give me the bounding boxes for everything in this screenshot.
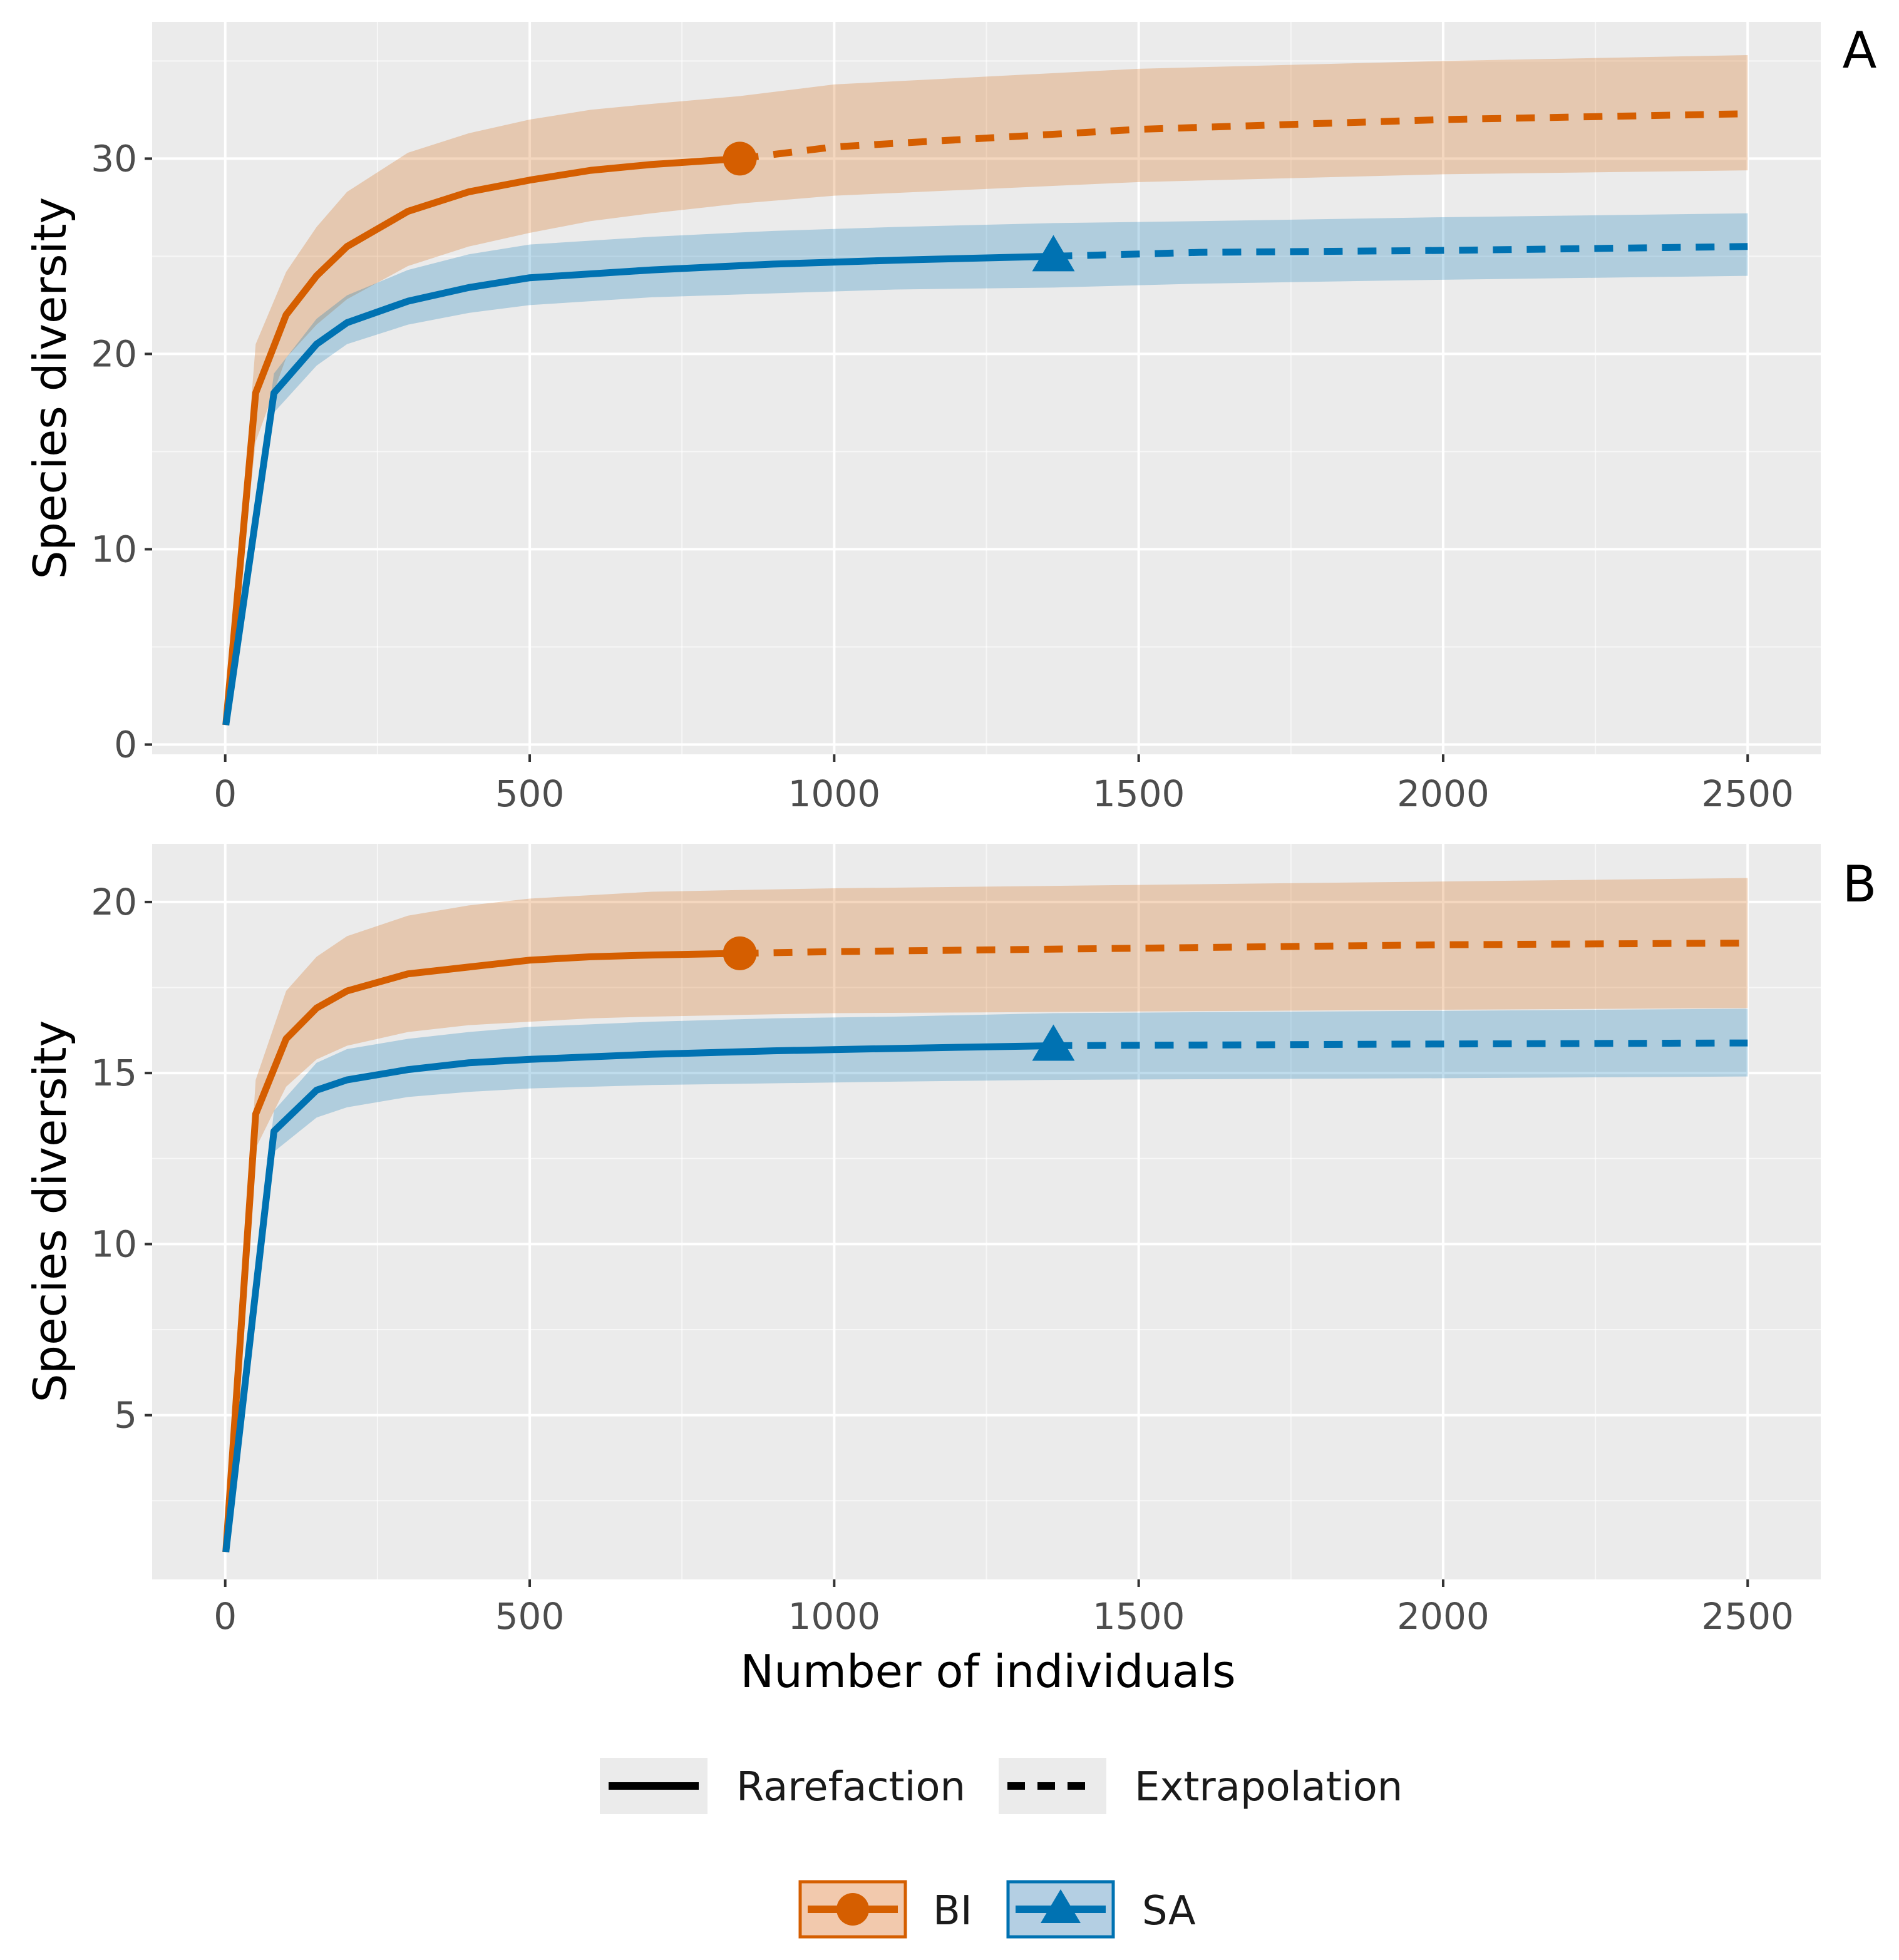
panel-b-sa-extrapolation-line xyxy=(1053,1039,1748,1049)
panel-a-tag: A xyxy=(1843,21,1877,80)
y-tick-label: 30 xyxy=(91,137,137,180)
panel-a: 0 500 1000 1500 2000 2500 0 10 20 30 A Species di… xyxy=(24,21,1877,815)
legend-label-extrapolation: Extrapolation xyxy=(1135,1764,1402,1810)
x-axis-title: Number of individuals xyxy=(740,1645,1235,1698)
x-tick-label: 2000 xyxy=(1397,772,1490,815)
x-tick-label: 1500 xyxy=(1093,772,1185,815)
panel-b-tag: B xyxy=(1843,855,1877,913)
panel-b-y-axis-title: Species diversity xyxy=(24,1020,76,1403)
panel-b-bi-observed-marker xyxy=(723,936,757,970)
panel-a-sa-rarefaction-line xyxy=(222,252,1054,726)
x-tick-label: 500 xyxy=(495,1595,565,1638)
x-tick-label: 1000 xyxy=(788,772,881,815)
y-tick-label: 0 xyxy=(114,723,137,766)
legend-marker-bi xyxy=(836,1893,869,1926)
panel-a-grid xyxy=(152,22,1821,754)
panel-b-sa-confidence-band xyxy=(225,1008,1748,1552)
panel-a-sa-extrapolation-line xyxy=(1053,243,1748,260)
y-tick-label: 10 xyxy=(91,528,137,570)
x-tick-label: 500 xyxy=(495,772,565,815)
panel-a-ticks: 0 500 1000 1500 2000 2500 0 10 20 30 xyxy=(91,137,1794,815)
group-legend: BI SA xyxy=(798,1880,1196,1939)
panel-a-y-axis-title: Species diversity xyxy=(24,197,76,580)
x-tick-label: 2500 xyxy=(1701,772,1794,815)
x-tick-label: 0 xyxy=(214,1595,237,1638)
linetype-legend: Rarefaction Extrapolation xyxy=(600,1758,1402,1814)
panel-a-bi-confidence-band xyxy=(225,55,1748,726)
panel-a-bi-rarefaction-line xyxy=(222,155,740,726)
legend-label-sa: SA xyxy=(1142,1888,1196,1934)
y-tick-label: 15 xyxy=(91,1052,137,1094)
panel-b-sa-observed-marker xyxy=(1032,1024,1075,1061)
panel-a-sa-confidence-band xyxy=(225,213,1748,726)
panel-b-grid xyxy=(152,844,1821,1579)
x-tick-label: 1000 xyxy=(788,1595,881,1638)
y-tick-label: 20 xyxy=(91,332,137,375)
y-tick-label: 10 xyxy=(91,1223,137,1265)
panel-b: 0 500 1000 1500 2000 2500 5 10 15 20 B Species di… xyxy=(24,844,1876,1638)
panel-b-bi-rarefaction-line xyxy=(222,950,740,1552)
legend-label-rarefaction: Rarefaction xyxy=(736,1764,965,1810)
panel-a-sa-observed-marker xyxy=(1032,235,1075,272)
panel-b-ticks: 0 500 1000 1500 2000 2500 5 10 15 20 xyxy=(91,881,1794,1638)
panel-b-series xyxy=(222,878,1748,1552)
panel-a-bi-observed-marker xyxy=(723,141,757,176)
y-tick-label: 20 xyxy=(91,881,137,923)
x-tick-label: 2500 xyxy=(1701,1595,1794,1638)
panel-a-series xyxy=(222,55,1748,726)
legend-label-bi: BI xyxy=(933,1888,972,1934)
x-tick-label: 1500 xyxy=(1093,1595,1185,1638)
x-tick-label: 2000 xyxy=(1397,1595,1490,1638)
legend-marker-sa xyxy=(1041,1889,1081,1923)
panel-b-sa-rarefaction-line xyxy=(222,1042,1054,1552)
x-tick-label: 0 xyxy=(214,772,237,815)
y-tick-label: 5 xyxy=(114,1394,137,1437)
